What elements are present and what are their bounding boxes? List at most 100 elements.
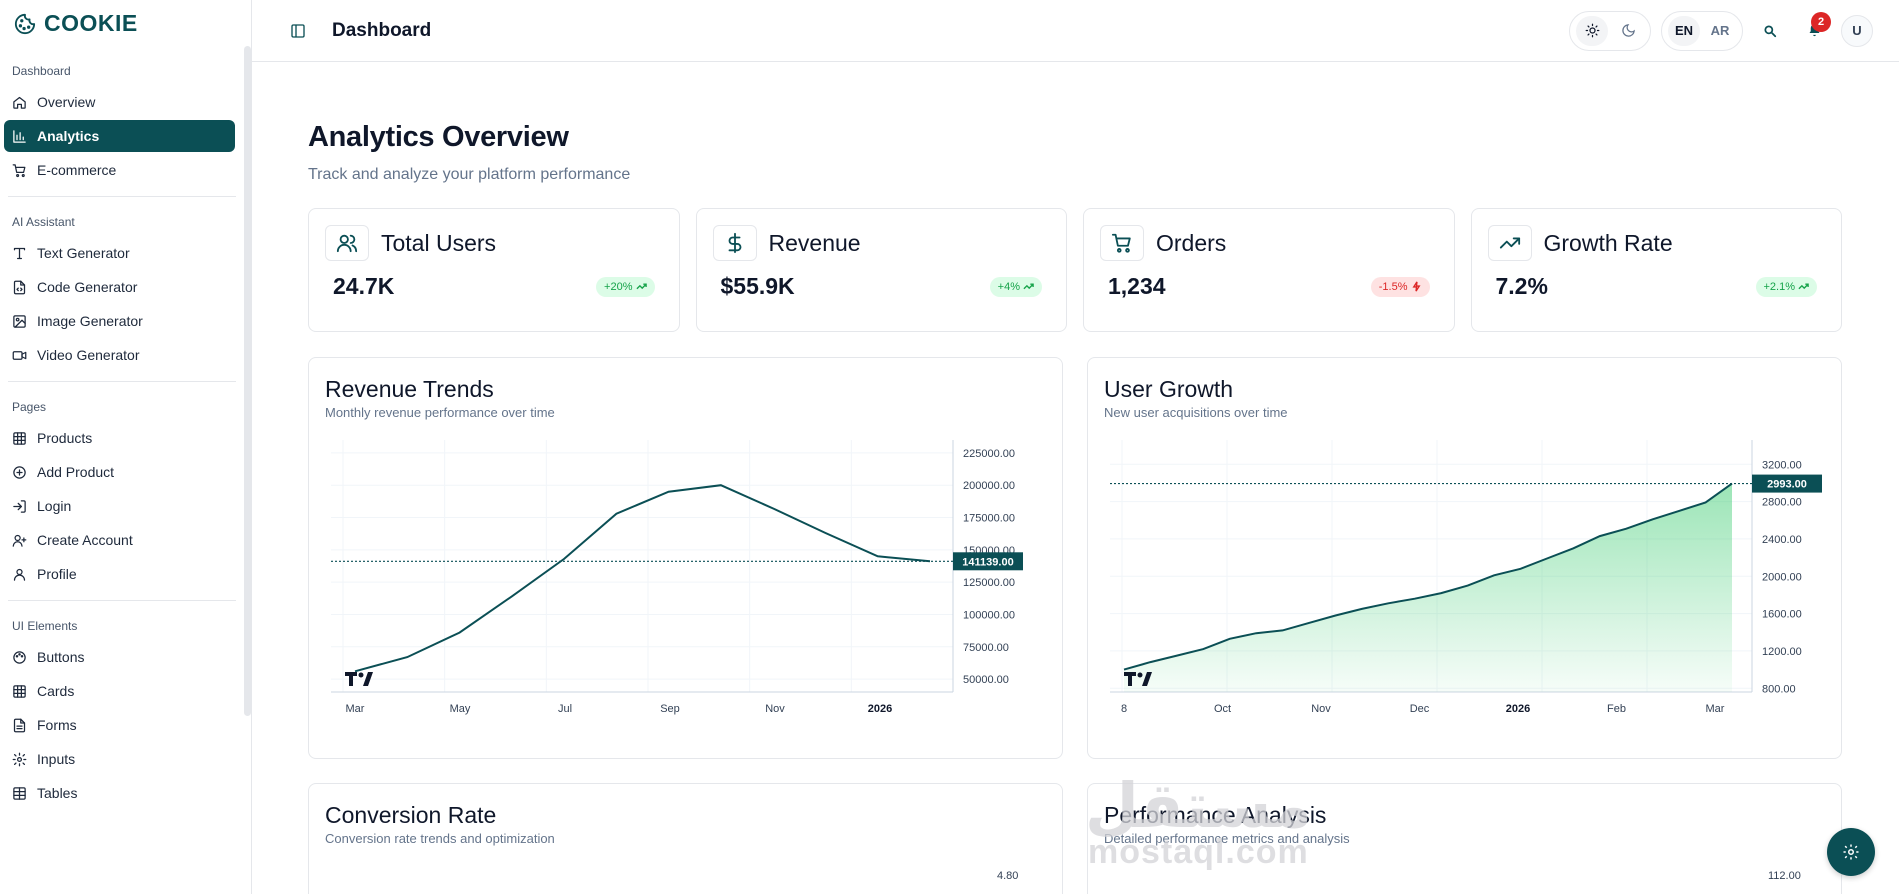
stat-icon-box (1100, 225, 1144, 261)
main-area: Dashboard EN AR (252, 0, 1899, 894)
y-tick-label: 50000.00 (963, 674, 1009, 686)
sidebar-item-tables[interactable]: Tables (4, 777, 235, 809)
sidebar-toggle-button[interactable] (288, 21, 308, 41)
video-icon (12, 350, 27, 360)
avatar[interactable]: U (1841, 14, 1873, 47)
sidebar-section-title: UI Elements (12, 619, 78, 633)
charts-row: Revenue Trends Monthly revenue performan… (308, 357, 1842, 759)
y-tick-label: 1200.00 (1762, 646, 1802, 658)
performance-analysis-card: Performance Analysis Detailed performanc… (1087, 783, 1842, 894)
sidebar-item-analytics[interactable]: Analytics (4, 120, 235, 152)
page-title: Analytics Overview (308, 121, 569, 153)
stat-card-revenue: Revenue $55.9K +4% (695, 208, 1067, 332)
stat-icon-box (325, 225, 369, 261)
search-button[interactable] (1753, 14, 1787, 48)
sidebar-item-login[interactable]: Login (4, 490, 235, 522)
sidebar-item-label: Inputs (37, 751, 76, 767)
y-tick-label: 4.80 (997, 870, 1019, 882)
stat-value: 7.2% (1495, 273, 1548, 299)
code-file-icon (13, 280, 26, 294)
notification-badge: 2 (1811, 11, 1831, 32)
stat-value: 1,234 (1108, 273, 1166, 299)
trend-up-icon (635, 283, 647, 290)
sidebar-item-forms[interactable]: Forms (4, 709, 235, 741)
sidebar-nav: Dashboard Overview Analytics E-commerce AI A… (0, 54, 244, 894)
sidebar-item-label: Profile (37, 566, 77, 582)
grid-icon (13, 431, 26, 445)
sidebar-item-profile[interactable]: Profile (4, 558, 235, 590)
y-tick-label: 3200.00 (1762, 459, 1802, 471)
sidebar-item-overview[interactable]: Overview (4, 86, 235, 118)
light-theme-button[interactable] (1576, 15, 1608, 46)
sidebar-item-create-account[interactable]: Create Account (4, 524, 235, 556)
stats-row: Total Users 24.7K +20% Revenue $55.9K +4% Orde… (308, 208, 1842, 332)
series-line (1123, 482, 1733, 671)
sidebar-item-buttons[interactable]: Buttons (4, 641, 235, 673)
sidebar-item-label: Overview (37, 94, 96, 110)
stat-change-text: +20% (604, 280, 633, 293)
stat-row: 24.7K +20% (325, 273, 663, 300)
stat-change-text: +2.1% (1763, 280, 1796, 293)
lang-ar-button[interactable]: AR (1710, 23, 1730, 38)
sidebar-item-cards[interactable]: Cards (4, 675, 235, 707)
y-tick-label: 2000.00 (1762, 571, 1802, 583)
sidebar-divider (8, 196, 236, 197)
sidebar-item-label: Text Generator (37, 245, 130, 261)
stat-icon-box (712, 225, 757, 261)
image-icon (13, 314, 26, 328)
users-icon (336, 234, 358, 253)
user-growth-chart[interactable]: 3200.00 2800.00 2400.00 2000.00 1600.00 1200.… (1104, 434, 1827, 734)
search-icon (1764, 24, 1777, 37)
notifications-button[interactable]: 2 (1797, 11, 1831, 48)
sidebar-item-text-generator[interactable]: Text Generator (4, 237, 235, 269)
trend-up-icon (1023, 283, 1034, 290)
page-content: Analytics Overview Track and analyze you… (308, 62, 1842, 894)
stat-label: Orders (1156, 229, 1227, 256)
x-tick-label: 2026 (1506, 703, 1530, 715)
sidebar-item-add-product[interactable]: Add Product (4, 456, 235, 488)
sidebar-item-code-generator[interactable]: Code Generator (4, 271, 235, 303)
bar-chart-icon (13, 129, 26, 143)
revenue-trends-chart[interactable]: 225000.00200000.00175000.00150000.001250… (325, 434, 1048, 734)
y-tick-label: 125000.00 (963, 577, 1015, 589)
top-header: Dashboard EN AR (252, 0, 1899, 62)
chart-title: Revenue Trends (325, 376, 494, 402)
sidebar-section-title: Dashboard (12, 64, 71, 78)
stat-header: Orders (1100, 225, 1438, 261)
user-growth-card: User Growth New user acquisitions over t… (1087, 357, 1842, 759)
last-value-label: 2993.00 (1767, 479, 1807, 491)
trend-down-icon (1411, 281, 1421, 292)
stat-header: Growth Rate (1487, 225, 1826, 261)
gear-icon (1843, 844, 1859, 860)
x-tick-label: Feb (1607, 703, 1626, 715)
y-tick-label: 2800.00 (1762, 497, 1802, 509)
y-tick-label: 800.00 (1762, 683, 1796, 695)
y-tick-label: 175000.00 (963, 513, 1015, 525)
panel-left-icon (291, 23, 305, 38)
trend-up-icon (1798, 283, 1809, 290)
x-tick-label: 2026 (868, 703, 892, 715)
dark-theme-button[interactable] (1612, 16, 1644, 46)
x-tick-label: Mar (346, 703, 365, 715)
stat-row: 1,234 -1.5% (1100, 273, 1438, 300)
y-tick-label: 2400.00 (1762, 534, 1802, 546)
sidebar-scrollbar[interactable] (244, 46, 251, 716)
home-icon (13, 96, 26, 109)
file-icon (13, 718, 26, 732)
stat-header: Revenue (712, 225, 1051, 261)
grid-icon (13, 684, 26, 698)
sidebar-item-e-commerce[interactable]: E-commerce (4, 154, 235, 186)
chart-title: Conversion Rate (325, 802, 497, 828)
x-tick-label: Oct (1214, 703, 1231, 715)
stat-label: Total Users (381, 229, 497, 256)
brand[interactable]: COOKIE (0, 0, 251, 47)
lang-en-button[interactable]: EN (1668, 15, 1700, 46)
settings-fab-button[interactable] (1827, 828, 1875, 876)
revenue-trends-card: Revenue Trends Monthly revenue performan… (308, 357, 1063, 759)
sidebar-item-video-generator[interactable]: Video Generator (4, 339, 235, 371)
sidebar-item-image-generator[interactable]: Image Generator (4, 305, 235, 337)
plus-circle-icon (13, 465, 26, 479)
x-tick-label: Nov (765, 703, 785, 715)
sidebar-item-products[interactable]: Products (4, 422, 235, 454)
sidebar-item-inputs[interactable]: Inputs (4, 743, 235, 775)
